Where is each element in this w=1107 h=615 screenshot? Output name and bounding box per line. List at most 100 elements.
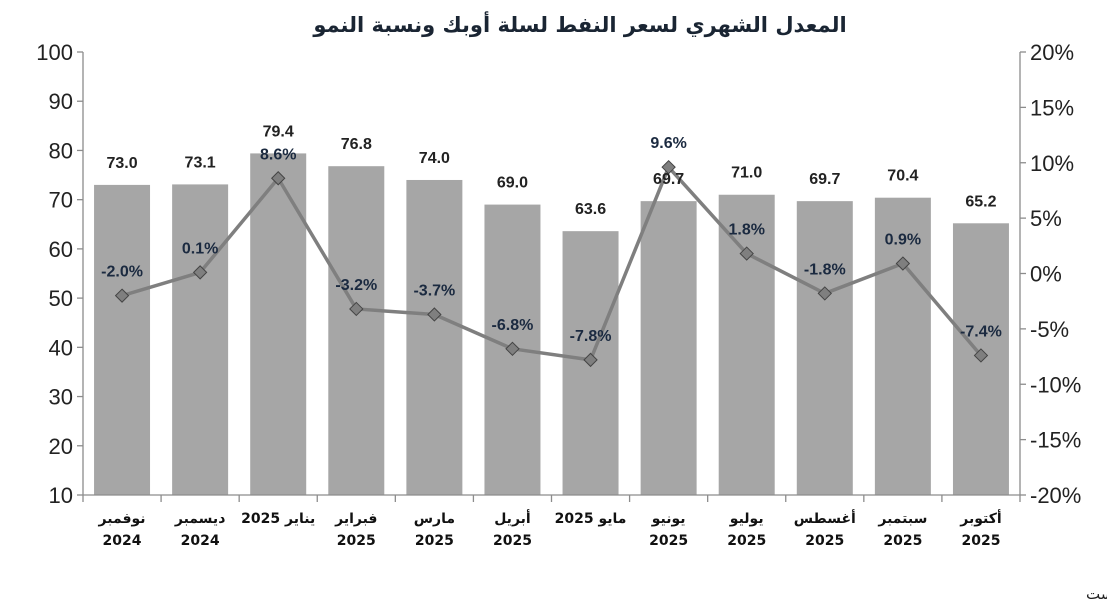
growth-marker — [817, 286, 832, 301]
growth-data-label: -2.0% — [101, 264, 143, 281]
growth-marker — [271, 171, 286, 186]
left-axis-tick-label: 50 — [49, 286, 73, 311]
left-axis-tick-label: 90 — [49, 89, 73, 114]
left-axis-tick-label: 80 — [49, 138, 73, 163]
price-data-label: 63.6 — [575, 201, 606, 218]
x-category-label-line1: سبتمبر — [877, 511, 927, 527]
x-axis: نوفمبر 2024 ديسمبر 2024 يناير 2025 فبراير 2025… — [82, 494, 1021, 549]
price-bar — [796, 201, 853, 496]
right-axis-tick-label: -20% — [1030, 483, 1081, 508]
x-category-label-line1: يوليو — [729, 511, 764, 527]
price-bar — [874, 197, 931, 495]
data-labels: 73.0 73.1 79.4 76.8 74.0 69.0 63.6 69.7 71.0 69.7… — [101, 123, 1002, 344]
left-axis-tick-label: 60 — [49, 237, 73, 262]
x-category-label: نوفمبر 2024 — [98, 511, 146, 549]
growth-data-label: -7.4% — [960, 323, 1002, 340]
x-category-label-line2: 2025 — [883, 533, 922, 549]
x-category-label: ديسمبر 2024 — [174, 511, 226, 549]
price-data-label: 70.4 — [887, 168, 918, 185]
right-axis-tick-label: 0% — [1030, 262, 1062, 287]
x-category-label: أغسطس 2025 — [794, 509, 856, 549]
x-category-label-line1: أبريل — [494, 509, 531, 527]
right-axis-tick-label: 5% — [1030, 206, 1062, 231]
x-category-label: يناير 2025 — [241, 511, 315, 527]
growth-data-label: -7.8% — [570, 328, 612, 345]
growth-marker — [349, 301, 364, 317]
x-category-label-line2: 2024 — [181, 533, 220, 549]
x-category-label: أكتوبر 2025 — [959, 509, 1001, 549]
growth-data-label: 8.6% — [260, 146, 296, 163]
source-note: المصدر: بلومبرج، EIA، بحوث كامكو إنفست — [1086, 585, 1107, 604]
growth-data-label: -3.7% — [413, 282, 455, 299]
growth-marker — [427, 307, 442, 322]
price-data-label: 69.0 — [497, 175, 528, 192]
x-category-label: فبراير 2025 — [334, 511, 377, 549]
growth-marker — [895, 256, 911, 271]
growth-data-label: 9.6% — [650, 135, 686, 152]
x-category-label-line2: 2025 — [805, 533, 844, 549]
growth-data-label: -6.8% — [492, 317, 534, 334]
growth-line-series — [114, 159, 989, 368]
price-bar — [406, 179, 463, 495]
growth-data-label: 0.9% — [885, 232, 921, 249]
growth-line — [121, 165, 983, 362]
x-category-label-line2: 2025 — [727, 533, 766, 549]
left-axis-tick-label: 70 — [49, 188, 73, 213]
left-axis-tick-label: 100 — [36, 40, 73, 65]
x-category-label: سبتمبر 2025 — [877, 511, 927, 549]
x-category-label-line2: 2025 — [961, 533, 1000, 549]
x-category-label-line1: أغسطس — [794, 509, 856, 527]
left-axis-tick-label: 40 — [49, 335, 73, 360]
left-axis-tick-label: 20 — [49, 434, 73, 459]
price-bar — [328, 166, 385, 495]
right-axis-tick-label: -10% — [1030, 372, 1081, 397]
left-axis-tick-label: 10 — [49, 483, 73, 508]
x-category-label-line1: مايو 2025 — [555, 511, 627, 527]
right-axis-tick-label: 15% — [1030, 95, 1074, 120]
right-axis-tick-label: 20% — [1030, 40, 1074, 65]
price-bar — [250, 153, 307, 496]
x-category-label-line1: يناير 2025 — [241, 511, 315, 527]
price-data-label: 73.1 — [185, 154, 216, 171]
x-category-label-line1: يونيو — [651, 511, 686, 527]
bar-series — [94, 153, 1009, 496]
x-category-label-line1: فبراير — [334, 511, 377, 527]
price-data-label: 74.0 — [419, 150, 450, 167]
right-axis-tick-label: -5% — [1030, 317, 1069, 342]
x-category-label: أبريل 2025 — [493, 509, 532, 549]
price-bar — [172, 184, 229, 495]
x-category-label-line2: 2024 — [103, 533, 142, 549]
right-y-axis: -20% -15% -10% -5% 0% 5% 10% 15% 20% — [1019, 40, 1081, 508]
price-data-label: 65.2 — [965, 193, 996, 210]
x-category-label-line1: أكتوبر — [959, 509, 1001, 527]
growth-data-label: 0.1% — [182, 240, 218, 257]
growth-marker — [114, 288, 130, 303]
x-category-label-line2: 2025 — [493, 533, 532, 549]
x-category-label: يوليو 2025 — [727, 511, 766, 549]
x-category-label-line1: نوفمبر — [98, 511, 146, 527]
growth-marker — [739, 246, 754, 261]
x-category-label-line1: مارس — [414, 511, 455, 527]
growth-marker — [505, 341, 520, 357]
growth-marker — [583, 352, 598, 368]
price-bar — [94, 184, 151, 495]
price-bar — [718, 194, 775, 495]
price-data-label: 71.0 — [731, 165, 762, 182]
right-axis-tick-label: -15% — [1030, 428, 1081, 453]
growth-data-label: -1.8% — [804, 261, 846, 278]
left-axis-tick-label: 30 — [49, 385, 73, 410]
price-data-label: 69.7 — [653, 171, 684, 188]
growth-data-label: -3.2% — [335, 277, 377, 294]
growth-marker — [661, 159, 676, 175]
chart-title: المعدل الشهري لسعر النفط لسلة أوبك ونسبة… — [312, 10, 846, 38]
price-data-label: 73.0 — [106, 155, 137, 172]
x-category-label: مارس 2025 — [414, 511, 455, 549]
x-category-label: يونيو 2025 — [649, 511, 688, 549]
price-data-label: 69.7 — [809, 171, 840, 188]
x-category-label-line2: 2025 — [649, 533, 688, 549]
growth-marker — [192, 265, 208, 280]
price-data-label: 79.4 — [263, 123, 294, 140]
x-category-label-line2: 2025 — [415, 533, 454, 549]
x-category-label-line2: 2025 — [337, 533, 376, 549]
